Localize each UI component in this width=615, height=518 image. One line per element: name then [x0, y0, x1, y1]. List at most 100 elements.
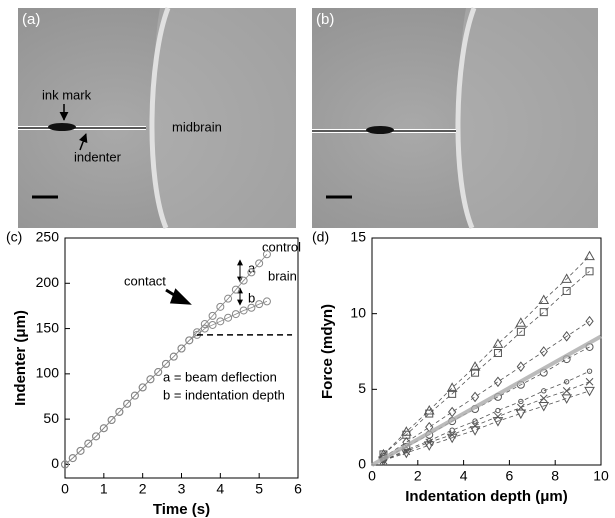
panel-label: (c)	[6, 229, 22, 245]
point	[492, 338, 504, 348]
point	[562, 286, 571, 295]
y-tick-label: 0	[358, 456, 366, 472]
annotation: b	[248, 290, 255, 305]
point	[423, 441, 435, 451]
y-tick-label: 5	[358, 380, 366, 396]
point	[154, 368, 163, 377]
y-tick-label: 200	[36, 274, 60, 290]
x-tick-label: 2	[139, 481, 147, 497]
y-axis-label: Indenter (μm)	[12, 310, 29, 406]
point	[469, 426, 481, 436]
x-tick-label: 6	[506, 468, 514, 484]
point	[99, 424, 108, 433]
point	[493, 349, 502, 358]
series-line	[383, 381, 590, 461]
y-tick-label: 15	[350, 229, 366, 245]
point	[138, 383, 147, 392]
point	[562, 386, 571, 395]
x-tick-label: 0	[61, 481, 69, 497]
point	[471, 421, 479, 430]
point	[563, 379, 570, 385]
panel-label: (d)	[312, 229, 329, 245]
point	[562, 331, 571, 342]
point	[470, 391, 480, 403]
x-tick-label: 2	[414, 468, 422, 484]
point	[585, 267, 594, 276]
panel-label: (a)	[22, 11, 40, 28]
point	[446, 382, 458, 392]
image-b: (b)	[312, 7, 598, 229]
point	[448, 389, 457, 398]
point	[448, 406, 457, 418]
point	[493, 376, 503, 388]
point	[584, 250, 595, 261]
point	[539, 308, 548, 317]
point	[169, 352, 178, 361]
series-line	[383, 255, 590, 455]
point	[107, 416, 116, 425]
point	[449, 427, 455, 433]
point	[216, 302, 225, 311]
annotation: brain	[268, 268, 297, 283]
point	[146, 375, 155, 384]
point	[539, 394, 548, 403]
point	[161, 359, 170, 368]
point	[400, 448, 412, 459]
series-line	[371, 334, 602, 467]
image-a: (a) ink mark indenter midbrain	[18, 7, 296, 229]
point	[239, 276, 248, 285]
point	[200, 324, 209, 333]
x-tick-label: 10	[593, 468, 609, 484]
x-axis-label: Indentation depth (μm)	[405, 488, 568, 505]
y-tick-label: 0	[51, 455, 59, 471]
point	[231, 285, 240, 294]
point	[469, 361, 481, 371]
point	[92, 432, 101, 441]
point	[84, 439, 93, 448]
point	[586, 368, 593, 374]
point	[561, 273, 573, 283]
point	[247, 303, 256, 312]
x-tick-label: 8	[551, 468, 559, 484]
series-line	[383, 320, 590, 458]
annotation: midbrain	[172, 119, 222, 134]
point	[247, 268, 256, 277]
point	[185, 336, 194, 345]
annotation: contact	[124, 273, 166, 288]
point	[262, 250, 271, 259]
point	[208, 311, 217, 320]
point	[495, 407, 501, 414]
point	[585, 315, 594, 327]
point	[515, 317, 527, 327]
point	[584, 386, 595, 397]
point	[516, 361, 525, 372]
point	[200, 320, 209, 329]
x-tick-label: 0	[368, 468, 376, 484]
point	[115, 407, 124, 416]
point	[494, 412, 502, 421]
point	[68, 454, 77, 463]
y-tick-label: 100	[36, 365, 60, 381]
y-tick-label: 250	[36, 229, 60, 245]
point	[585, 377, 594, 386]
point	[538, 294, 550, 305]
y-tick-label: 150	[36, 319, 60, 335]
x-tick-label: 4	[216, 481, 224, 497]
panel-label: (b)	[316, 11, 334, 28]
point	[239, 306, 248, 315]
series-line	[383, 390, 590, 461]
point	[224, 313, 233, 322]
point	[123, 399, 132, 408]
point	[446, 433, 458, 444]
point	[208, 320, 217, 329]
annotation: control	[262, 239, 301, 254]
point	[255, 300, 264, 309]
point	[518, 398, 524, 405]
annotation: a	[248, 260, 256, 275]
point	[538, 401, 550, 412]
point	[541, 388, 547, 394]
point	[231, 310, 240, 319]
point	[61, 460, 69, 469]
series-line	[383, 270, 590, 455]
